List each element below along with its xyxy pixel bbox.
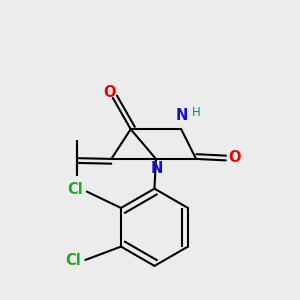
Text: Cl: Cl [67,182,83,197]
Text: Cl: Cl [65,253,81,268]
Text: N: N [150,161,163,176]
Text: O: O [103,85,116,100]
Text: O: O [229,150,241,165]
Text: N: N [176,108,188,123]
Text: H: H [192,106,201,119]
